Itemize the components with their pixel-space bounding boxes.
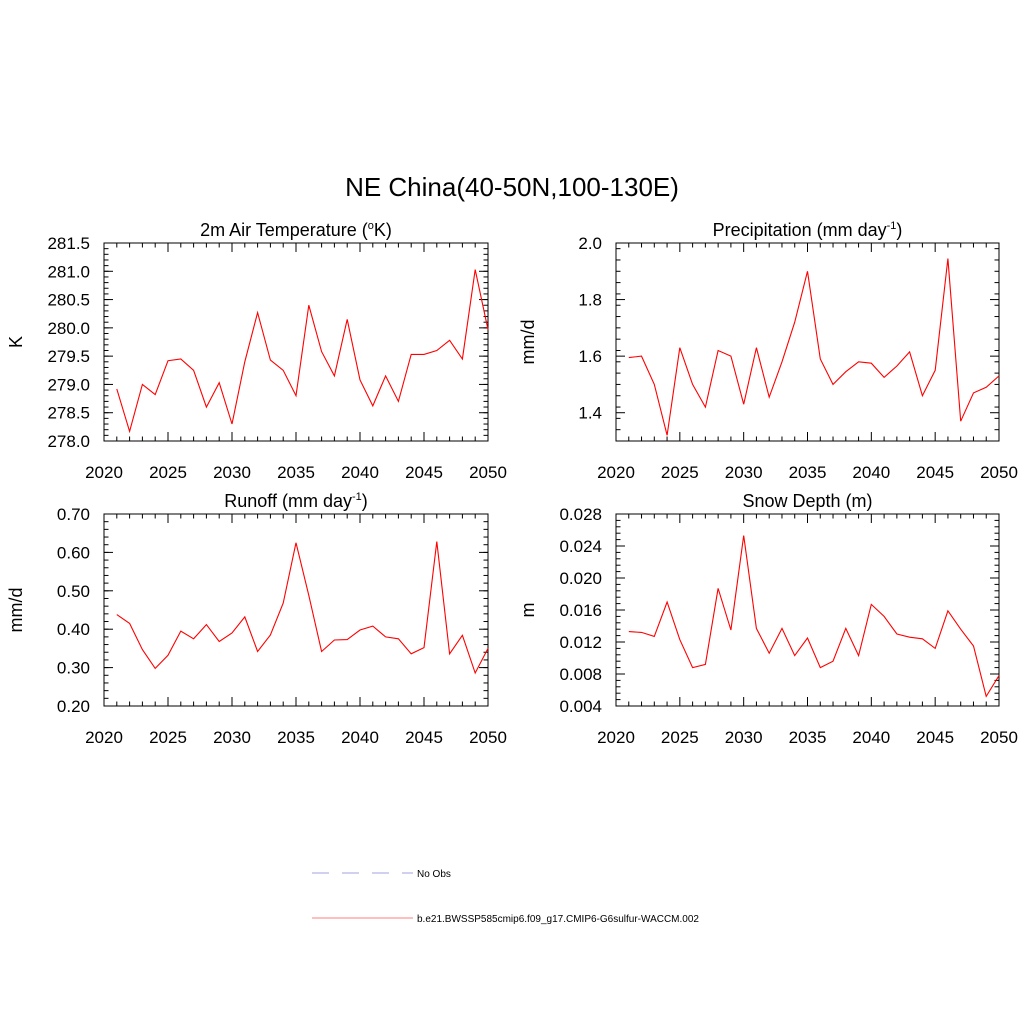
- x-tick-label: 2020: [597, 463, 635, 482]
- y-axis-label: K: [6, 336, 26, 348]
- x-tick-label: 2045: [916, 728, 954, 747]
- x-tick-label: 2045: [405, 463, 443, 482]
- x-tick-label: 2030: [725, 728, 763, 747]
- y-tick-label: 1.6: [578, 347, 602, 366]
- y-tick-label: 280.0: [47, 319, 90, 338]
- y-tick-label: 0.024: [559, 537, 602, 556]
- panel-title: Snow Depth (m): [742, 491, 872, 511]
- x-tick-label: 2050: [980, 728, 1018, 747]
- x-tick-label: 2050: [469, 463, 507, 482]
- y-tick-label: 278.0: [47, 432, 90, 451]
- series-line-precipitation: [628, 258, 1000, 436]
- x-tick-label: 2040: [852, 728, 890, 747]
- y-tick-label: 0.70: [57, 505, 90, 524]
- figure-title: NE China(40-50N,100-130E): [345, 172, 679, 202]
- y-tick-label: 0.60: [57, 543, 90, 562]
- y-tick-label: 281.0: [47, 262, 90, 281]
- x-tick-label: 2020: [85, 728, 123, 747]
- series-line-temperature: [116, 269, 489, 434]
- y-axis-label: mm/d: [6, 588, 26, 633]
- x-tick-label: 2040: [341, 463, 379, 482]
- y-tick-label: 280.5: [47, 291, 90, 310]
- panels: 2020 2025 2030 2035 2040 2045 2050 278.0 278.5 27…: [6, 220, 1018, 747]
- x-tick-label: 2025: [149, 463, 187, 482]
- y-tick-label: 0.30: [57, 659, 90, 678]
- x-tick-label: 2025: [149, 728, 187, 747]
- y-tick-label: 0.008: [559, 665, 602, 684]
- legend: No Obs b.e21.BWSSP585cmip6.f09_g17.CMIP6…: [312, 869, 699, 925]
- y-tick-label: 0.20: [57, 697, 90, 716]
- panel-title: Precipitation (mm day-1): [713, 220, 903, 240]
- legend-item-model-run: b.e21.BWSSP585cmip6.f09_g17.CMIP6-G6sulf…: [312, 914, 699, 925]
- panel-temperature: 2020 2025 2030 2035 2040 2045 2050 278.0 278.5 27…: [6, 220, 507, 482]
- x-tick-label: 2035: [789, 728, 827, 747]
- x-tick-label: 2035: [789, 463, 827, 482]
- x-tick-label: 2020: [85, 463, 123, 482]
- y-tick-label: 1.4: [578, 404, 602, 423]
- x-tick-label: 2025: [661, 463, 699, 482]
- x-tick-label: 2030: [213, 463, 251, 482]
- x-tick-label: 2030: [213, 728, 251, 747]
- y-tick-label: 278.5: [47, 404, 90, 423]
- y-tick-label: 0.028: [559, 505, 602, 524]
- x-tick-label: 2040: [852, 463, 890, 482]
- y-tick-label: 2.0: [578, 234, 602, 253]
- y-axis-label: m: [518, 603, 538, 618]
- x-tick-label: 2050: [980, 463, 1018, 482]
- y-tick-label: 0.50: [57, 582, 90, 601]
- y-tick-label: 279.5: [47, 347, 90, 366]
- plot-frame: [615, 513, 1000, 707]
- series-line-snow-depth: [628, 535, 1000, 698]
- legend-label-model-run: b.e21.BWSSP585cmip6.f09_g17.CMIP6-G6sulf…: [417, 914, 699, 925]
- x-tick-label: 2045: [916, 463, 954, 482]
- y-tick-label: 281.5: [47, 234, 90, 253]
- x-tick-label: 2035: [277, 728, 315, 747]
- legend-item-no-obs: No Obs: [312, 869, 451, 880]
- x-tick-label: 2035: [277, 463, 315, 482]
- panel-title: 2m Air Temperature (oK): [200, 220, 392, 240]
- x-tick-label: 2045: [405, 728, 443, 747]
- panel-runoff: 2020 2025 2030 2035 2040 2045 2050 0.20 0.30 0.40…: [6, 491, 507, 747]
- panel-snow-depth: 2020 2025 2030 2035 2040 2045 2050 0.004 0.008 0.…: [518, 491, 1018, 747]
- y-tick-label: 0.020: [559, 569, 602, 588]
- y-tick-label: 1.8: [578, 291, 602, 310]
- plot-frame: [103, 242, 489, 442]
- y-tick-label: 279.0: [47, 375, 90, 394]
- x-tick-label: 2025: [661, 728, 699, 747]
- x-tick-label: 2030: [725, 463, 763, 482]
- panel-title: Runoff (mm day-1): [224, 491, 368, 511]
- y-axis-label: mm/d: [518, 320, 538, 365]
- x-tick-label: 2040: [341, 728, 379, 747]
- legend-label-no-obs: No Obs: [417, 869, 451, 880]
- x-tick-label: 2020: [597, 728, 635, 747]
- y-tick-label: 0.016: [559, 601, 602, 620]
- y-tick-label: 0.40: [57, 620, 90, 639]
- series-line-runoff: [116, 541, 489, 675]
- x-tick-label: 2050: [469, 728, 507, 747]
- panel-precipitation: 2020 2025 2030 2035 2040 2045 2050 1.4 1.6 1.8 2.0…: [518, 220, 1018, 482]
- y-tick-label: 0.012: [559, 633, 602, 652]
- y-tick-label: 0.004: [559, 697, 602, 716]
